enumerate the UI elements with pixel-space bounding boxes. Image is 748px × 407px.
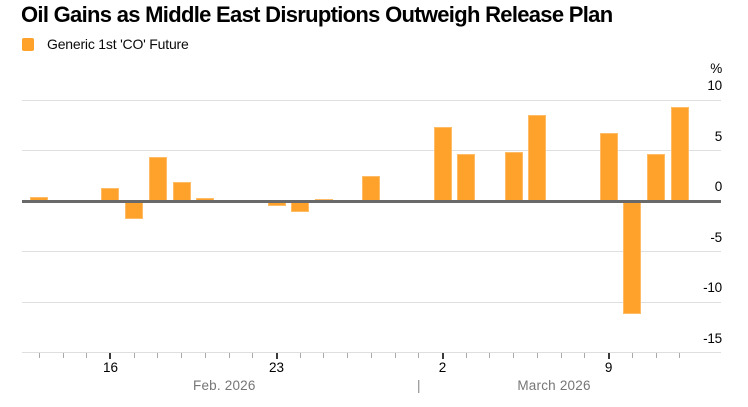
x-minor-tick (370, 353, 372, 358)
y-axis-label-0: 0 (714, 179, 723, 194)
bar-feb-17 (125, 201, 144, 220)
bar-feb-27 (362, 175, 381, 201)
x-minor-tick (536, 353, 538, 358)
y-axis-label--10: -10 (703, 280, 722, 295)
x-minor-tick (489, 353, 491, 358)
x-axis-month-label: March 2026 (517, 378, 591, 393)
x-minor-tick (394, 353, 396, 358)
gridline-10 (22, 99, 721, 101)
y-axis-label--5: -5 (710, 229, 722, 245)
gridline--10 (22, 301, 721, 303)
x-major-tick (441, 353, 444, 359)
x-major-tick (109, 353, 112, 359)
x-minor-tick (513, 353, 515, 358)
x-minor-tick (38, 353, 40, 358)
x-minor-tick (86, 353, 88, 358)
x-minor-tick (157, 353, 159, 358)
x-axis-month-label: Feb. 2026 (193, 378, 256, 393)
bar-mar-5 (504, 151, 523, 201)
bar-feb-18 (148, 156, 167, 201)
bar-mar-2 (433, 127, 452, 201)
bar-feb-24 (291, 201, 310, 213)
x-minor-tick (584, 353, 586, 358)
x-minor-tick (133, 353, 135, 358)
x-minor-tick (204, 353, 206, 358)
x-minor-tick (347, 353, 349, 358)
legend: Generic 1st 'CO' Future (22, 36, 189, 52)
bar-feb-19 (172, 181, 191, 201)
bar-mar-6 (528, 115, 547, 201)
bar-mar-9 (599, 133, 618, 201)
gridline--5 (22, 251, 721, 252)
x-major-tick (275, 353, 278, 359)
chart-title: Oil Gains as Middle East Disruptions Out… (21, 2, 613, 27)
x-minor-tick (465, 353, 467, 358)
x-minor-tick (655, 353, 657, 358)
y-axis-label--15: -15 (703, 330, 722, 346)
x-axis-day-label-16: 16 (102, 360, 118, 375)
bar-mar-12 (670, 107, 689, 201)
y-axis-label-10: 10 (707, 78, 722, 93)
legend-label: Generic 1st 'CO' Future (47, 36, 189, 52)
x-axis-day-label-2: 2 (438, 360, 447, 375)
y-axis-label-5: 5 (714, 128, 723, 144)
month-separator: | (417, 378, 421, 393)
x-minor-tick (228, 353, 230, 358)
bar-mar-3 (457, 153, 476, 201)
x-minor-tick (418, 353, 420, 358)
x-minor-tick (323, 353, 325, 358)
x-axis-day-label-9: 9 (604, 360, 613, 375)
legend-swatch (22, 37, 34, 51)
x-minor-tick (181, 353, 183, 358)
x-axis-day-label-23: 23 (268, 360, 285, 375)
bar-mar-10 (623, 201, 642, 315)
gridline--15 (22, 352, 721, 353)
x-major-tick (607, 353, 610, 359)
x-minor-tick (62, 353, 64, 358)
bar-mar-11 (647, 153, 666, 201)
x-minor-tick (560, 353, 562, 358)
x-minor-tick (299, 353, 301, 358)
x-minor-tick (679, 353, 681, 358)
y-axis-unit-label: % (710, 61, 722, 76)
x-minor-tick (252, 353, 254, 358)
x-minor-tick (631, 353, 633, 358)
gridline-5 (22, 150, 721, 151)
zero-baseline (22, 199, 721, 203)
